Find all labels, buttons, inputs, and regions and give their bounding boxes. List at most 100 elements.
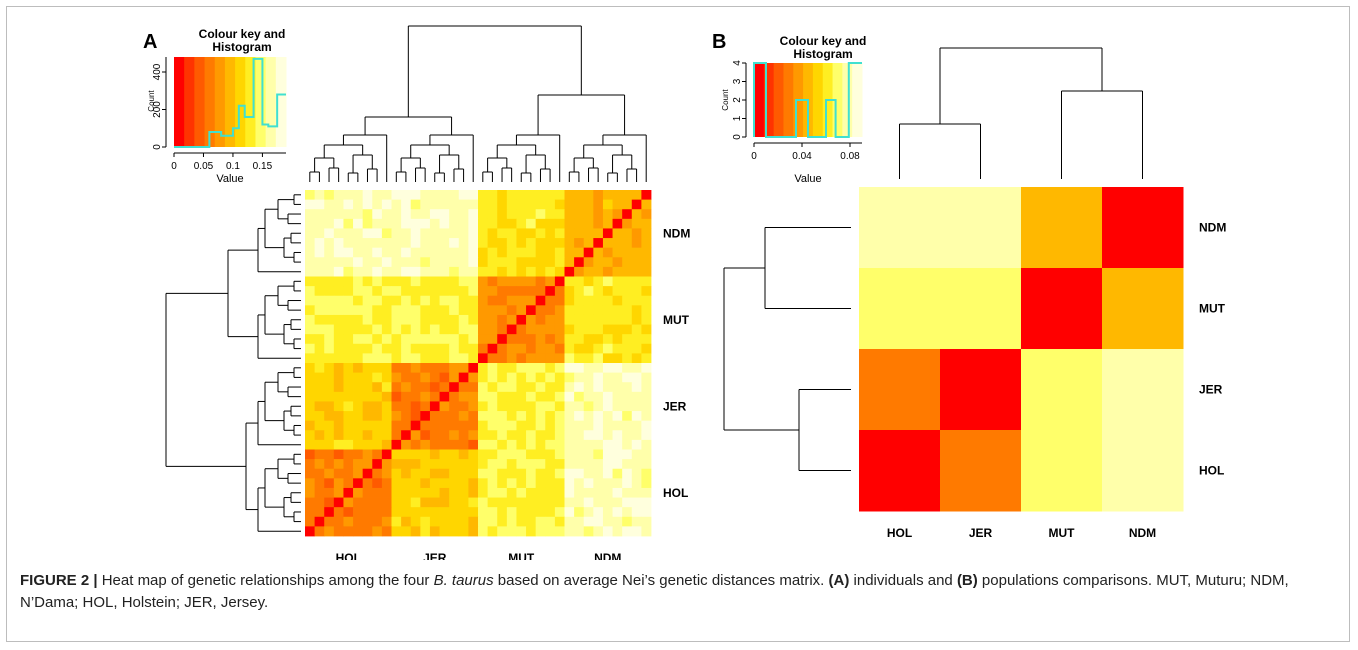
panel-a-heat-cell xyxy=(583,449,594,460)
panel-a-heat-cell xyxy=(583,411,594,422)
panel-a-heat-cell xyxy=(554,516,565,527)
panel-a-heat-cell xyxy=(487,324,498,335)
panel-a-heat-cell xyxy=(545,430,556,441)
panel-a-col-label: NDM xyxy=(594,551,621,560)
panel-a-heat-cell xyxy=(487,363,498,374)
panel-a-heat-cell xyxy=(381,487,392,498)
panel-a-heat-cell xyxy=(535,334,546,345)
panel-a-heat-cell xyxy=(641,247,652,258)
panel-a-heat-cell xyxy=(583,266,594,277)
panel-a-heat-cell xyxy=(449,372,460,383)
panel-a-heat-cell xyxy=(314,199,325,210)
panel-a-heat-cell xyxy=(478,190,489,201)
panel-a-heat-cell xyxy=(429,238,440,249)
panel-a-heat-cell xyxy=(478,276,489,287)
panel-a-heat-cell xyxy=(343,516,354,527)
panel-a-heat-cell xyxy=(593,209,604,220)
panel-a-heat-cell xyxy=(343,363,354,374)
panel-a-heat-cell xyxy=(381,324,392,335)
panel-a-heat-cell xyxy=(526,459,537,470)
panel-a-heat-cell xyxy=(554,487,565,498)
panel-a-heat-cell xyxy=(324,305,335,316)
panel-a-heat-cell xyxy=(593,266,604,277)
panel-a-heat-cell xyxy=(564,276,575,287)
panel-a-heat-cell xyxy=(314,459,325,470)
panel-a-heat-cell xyxy=(516,190,527,201)
panel-a-heat-cell xyxy=(487,218,498,229)
panel-a-heat-cell xyxy=(641,401,652,412)
panel-b-column-dendrogram xyxy=(899,47,1143,179)
panel-a-heat-cell xyxy=(362,497,373,508)
panel-a-heat-cell xyxy=(593,420,604,431)
panel-a-heat-cell xyxy=(497,401,508,412)
panel-a-heat-cell xyxy=(631,314,642,325)
panel-a-heat-cell xyxy=(583,363,594,374)
panel-a-heat-cell xyxy=(526,487,537,498)
panel-a-heat-cell xyxy=(449,257,460,268)
panel-a-heat-cell xyxy=(314,247,325,258)
panel-a-heat-cell xyxy=(305,343,316,354)
panel-b-key-swatch xyxy=(763,63,775,137)
panel-b-key-swatch xyxy=(783,63,794,137)
panel-a-heat-cell xyxy=(381,363,392,374)
panel-a-heat-cell xyxy=(353,516,364,527)
panel-a-heat-cell xyxy=(478,257,489,268)
panel-a-heat-cell xyxy=(314,295,325,306)
panel-b-key-y-tick-label: 1 xyxy=(732,115,743,121)
panel-a-heat-cell xyxy=(583,324,594,335)
panel-a-heat-cell xyxy=(333,209,344,220)
panel-a-heat-cell xyxy=(487,209,498,220)
panel-a-heat-cell xyxy=(343,247,354,258)
panel-a-heat-cell xyxy=(314,478,325,489)
panel-a-heat-cell xyxy=(362,526,373,537)
panel-a-heat-cell xyxy=(526,286,537,297)
panel-a-heat-cell xyxy=(381,228,392,239)
panel-b-heat-cell xyxy=(859,430,941,512)
panel-a-heat-cell xyxy=(574,420,585,431)
panel-a-heat-cell xyxy=(401,218,412,229)
panel-a-heat-cell xyxy=(381,247,392,258)
panel-a-heat-cell xyxy=(324,314,335,325)
panel-b-key-x-tick-label: 0 xyxy=(751,151,757,162)
panel-a-heat-cell xyxy=(497,228,508,239)
panel-a-heat-cell xyxy=(631,334,642,345)
panel-a-heat-cell xyxy=(372,363,383,374)
panel-a-heat-cell xyxy=(622,314,633,325)
panel-a-heat-cell xyxy=(324,276,335,287)
panel-a-heat-cell xyxy=(353,247,364,258)
panel-a-heat-cell xyxy=(343,305,354,316)
panel-a-key-swatch xyxy=(255,57,267,147)
panel-a-heat-cell xyxy=(333,420,344,431)
panel-a-heat-cell xyxy=(535,228,546,239)
panel-a-heat-cell xyxy=(449,401,460,412)
panel-a-heat-cell xyxy=(564,228,575,239)
panel-a-heat-cell xyxy=(353,228,364,239)
panel-a-heat-cell xyxy=(631,324,642,335)
panel-a-heat-cell xyxy=(449,228,460,239)
panel-a-heat-cell xyxy=(583,343,594,354)
panel-a-heat-cell xyxy=(401,190,412,201)
panel-a-heat-cell xyxy=(574,516,585,527)
panel-a-heat-cell xyxy=(362,516,373,527)
panel-a-heat-cell xyxy=(506,314,517,325)
panel-a-heat-cell xyxy=(593,487,604,498)
panel-a-heat-cell xyxy=(545,363,556,374)
panel-a-heat-cell xyxy=(439,257,450,268)
panel-a-heat-cell xyxy=(478,497,489,508)
panel-a-heat-cell xyxy=(554,257,565,268)
panel-a-heat-cell xyxy=(506,353,517,364)
panel-a-heat-cell xyxy=(420,439,431,450)
panel-a-heat-cell xyxy=(574,190,585,201)
panel-a-heat-cell xyxy=(526,353,537,364)
panel-a-heat-cell xyxy=(353,401,364,412)
panel-a-heat-cell xyxy=(602,238,613,249)
panel-a-heat-cell xyxy=(506,507,517,518)
panel-a-heat-cell xyxy=(343,487,354,498)
panel-a-heat-cell xyxy=(622,199,633,210)
panel-b-key-y-tick-label: 2 xyxy=(732,97,743,103)
panel-a-heat-cell xyxy=(602,372,613,383)
panel-a-heat-cell xyxy=(324,209,335,220)
panel-a-heat-cell xyxy=(449,478,460,489)
panel-a-heat-cell xyxy=(631,497,642,508)
panel-a-heat-cell xyxy=(420,478,431,489)
